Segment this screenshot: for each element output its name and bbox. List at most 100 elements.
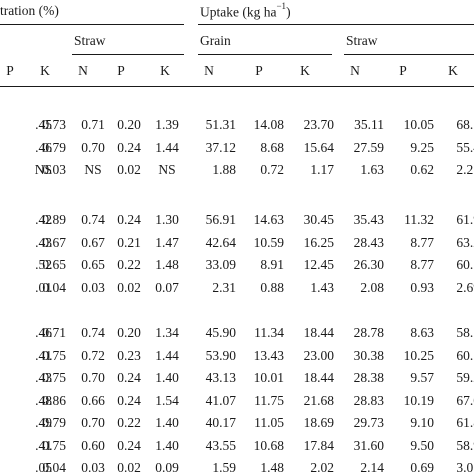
table-cell: 15.64: [303, 139, 334, 155]
table-cell: 1.17: [310, 162, 334, 177]
table-cell: 8.77: [410, 234, 434, 250]
column-header-3: P: [117, 63, 125, 78]
table-cell: 0.71: [81, 117, 105, 132]
table-cell: 0.72: [260, 162, 284, 177]
table-cell: 0.07: [155, 279, 179, 295]
table-cell: 0.20: [117, 325, 141, 340]
table-cell: 0.24: [117, 370, 141, 385]
uptake-header: Uptake (kg ha−1): [200, 1, 291, 19]
table-cell: 0.02: [117, 460, 141, 475]
column-header-4: K: [160, 63, 170, 78]
table-cell: 0.74: [81, 325, 105, 340]
table-cell: 1.30: [155, 212, 179, 227]
table-cell: 0.04: [42, 460, 66, 475]
table-cell: 0.75: [42, 347, 66, 363]
table-cell: 35.11: [354, 117, 384, 132]
table-cell: 11.75: [254, 392, 284, 408]
table-cell: 0.24: [117, 139, 141, 155]
table-cell: 1.43: [310, 279, 334, 295]
table-cell: 0.02: [117, 279, 141, 295]
table-cell: 0.60: [81, 437, 105, 453]
table-cell: 0.75: [42, 370, 66, 385]
column-header-9: P: [399, 63, 407, 78]
table-cell: 0.86: [42, 392, 66, 408]
table-cell: 1.40: [155, 415, 179, 430]
table-cell: .46: [35, 325, 52, 340]
table-cell: 10.01: [253, 370, 284, 385]
table-cell: 0.74: [81, 212, 105, 227]
table-cell: 1.44: [155, 139, 179, 155]
table-cell: 0.79: [42, 415, 66, 430]
table-cell: 2.02: [310, 460, 334, 475]
table-cell: .48: [35, 392, 52, 408]
column-header-5: N: [204, 63, 214, 78]
grain-subheader: Grain: [200, 33, 231, 48]
table-cell: 8.91: [260, 257, 284, 272]
grain-rule: [198, 54, 332, 55]
table-cell: 8.77: [410, 257, 434, 272]
table-cell: 23.00: [303, 347, 334, 363]
table-cell: 61.8: [456, 415, 474, 430]
table-cell: 68.1: [456, 117, 474, 132]
table-cell: 9.10: [410, 415, 434, 430]
table-cell: 0.79: [42, 139, 66, 155]
table-cell: 12.45: [303, 257, 334, 272]
table-cell: 14.63: [253, 212, 284, 227]
column-header-8: N: [350, 63, 360, 78]
table-cell: .52: [35, 257, 52, 272]
table-cell: 8.63: [410, 325, 434, 340]
table-cell: 23.70: [303, 117, 334, 132]
table-cell: 0.24: [117, 392, 141, 408]
table-cell: 1.48: [155, 257, 179, 272]
table-cell: .41: [35, 347, 52, 363]
table-cell: 0.69: [410, 460, 434, 475]
table-cell: 2.69: [456, 279, 474, 295]
table-cell: NS: [158, 162, 176, 177]
table-cell: 0.71: [42, 325, 66, 340]
table-cell: 1.63: [360, 162, 384, 177]
table-cell: 1.39: [155, 117, 179, 132]
table-cell: 28.78: [353, 325, 384, 340]
table-cell: 31.60: [353, 437, 384, 453]
table-cell: 11.05: [254, 415, 284, 430]
table-cell: 43.55: [205, 437, 236, 453]
table-cell: 2.31: [212, 279, 236, 295]
column-header-bottom-rule: [0, 86, 474, 87]
table-cell: 27.59: [353, 139, 384, 155]
table-cell: 43.13: [205, 370, 236, 385]
table-cell: 0.75: [42, 437, 66, 453]
uptake-header-unit-sup: −1: [276, 1, 287, 11]
table-cell: 0.04: [42, 279, 66, 295]
table-cell: 53.90: [205, 347, 236, 363]
table-cell: .01: [35, 279, 52, 295]
table-cell: 0.21: [117, 234, 141, 250]
table-cell: 0.72: [81, 347, 105, 363]
table-cell: 0.67: [42, 234, 66, 250]
table-cell: .46: [35, 139, 52, 155]
table-cell: 33.09: [205, 257, 236, 272]
table-cell: 42.64: [205, 234, 236, 250]
table-cell: 0.67: [81, 234, 105, 250]
column-header-6: P: [255, 63, 263, 78]
table-cell: 0.22: [117, 257, 141, 272]
table-cell: 41.07: [205, 392, 236, 408]
table-cell: .05: [35, 460, 52, 475]
table-cell: 63.2: [456, 234, 474, 250]
table-cell: 0.23: [117, 347, 141, 363]
table-cell: .42: [35, 212, 52, 227]
table-cell: 67.0: [456, 392, 474, 408]
table-cell: 0.70: [81, 139, 105, 155]
table-cell: 0.66: [81, 392, 105, 408]
table-cell: 16.25: [303, 234, 334, 250]
table-cell: 26.30: [353, 257, 384, 272]
concentration-header: tration (%): [0, 3, 59, 18]
table-cell: 0.24: [117, 437, 141, 453]
table-cell: 28.43: [353, 234, 384, 250]
table-cell: 2.21: [456, 162, 474, 177]
column-header-0: P: [6, 63, 14, 78]
table-cell: 9.50: [410, 437, 434, 453]
table-cell: 18.44: [303, 325, 334, 340]
table-cell: 1.34: [155, 325, 179, 340]
table-cell: 29.73: [353, 415, 384, 430]
table-cell: 9.57: [410, 370, 434, 385]
